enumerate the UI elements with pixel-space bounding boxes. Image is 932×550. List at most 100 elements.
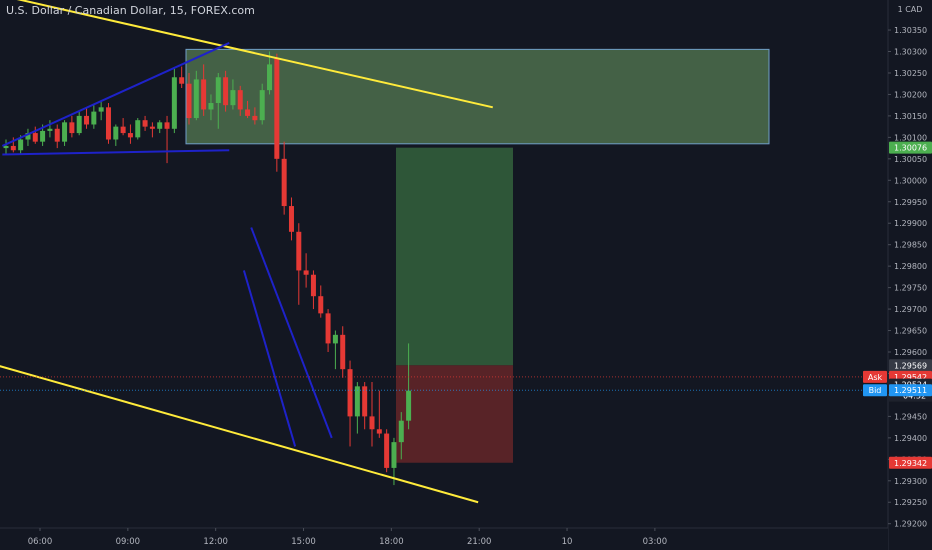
time-axis-bg	[0, 528, 888, 550]
candle-body	[164, 122, 170, 129]
candle-up	[215, 72, 221, 129]
stop-zone	[396, 365, 513, 463]
candle-body	[245, 109, 251, 116]
candle-body	[91, 111, 97, 125]
candle-body	[113, 126, 119, 140]
time-axis[interactable]: 06:00 09:00 12:00 15:00 18:00 21:00 10 03:00	[0, 527, 888, 550]
currency-label: 1 CAD	[898, 5, 923, 14]
yellow-trendline	[16, 0, 494, 109]
candle-down	[149, 122, 155, 138]
price-tick-label: 1.30250	[894, 69, 927, 78]
candle-body	[54, 128, 60, 142]
candle-down	[164, 115, 170, 164]
candle-body	[62, 122, 68, 142]
candle-up	[135, 118, 141, 140]
candle-body	[230, 90, 236, 106]
candle-up	[230, 79, 236, 110]
candle-down	[223, 70, 229, 112]
channel-line	[242, 270, 297, 447]
candle-body	[296, 231, 302, 271]
candle-up	[91, 105, 97, 129]
time-tick-label: 21:00	[467, 537, 492, 547]
candle-body	[142, 120, 148, 127]
candle-down	[105, 103, 111, 144]
candle-body	[259, 90, 265, 121]
price-tag-box	[889, 141, 932, 154]
price-tick-label: 1.29850	[894, 241, 927, 250]
time-tick-label: 10	[562, 537, 573, 547]
candle-body	[332, 334, 338, 344]
candle-up	[25, 128, 31, 146]
candle-up	[62, 120, 68, 146]
price-tag-label: Ask	[868, 373, 883, 382]
price-tag-value: 1.29342	[894, 459, 927, 468]
candle-down	[245, 100, 251, 119]
price-tick-label: 1.29450	[894, 412, 927, 421]
candle-down	[369, 382, 375, 447]
candle-up	[208, 94, 214, 121]
candle-body	[120, 126, 126, 134]
candle-body	[84, 115, 90, 125]
candle-body	[274, 57, 280, 159]
candle-body	[69, 122, 75, 134]
candle-body	[376, 429, 382, 434]
candle-down	[179, 66, 185, 88]
candle-down	[252, 107, 258, 125]
candle-body	[406, 390, 412, 421]
zones-layer	[185, 48, 770, 463]
target-zone	[396, 147, 513, 366]
candle-body	[223, 77, 229, 106]
price-tick-label: 1.29900	[894, 219, 927, 228]
candle-up	[47, 120, 53, 138]
price-tag: 1.29342	[889, 456, 932, 469]
candle-down	[281, 141, 287, 215]
candle-down	[32, 126, 38, 144]
channel-line	[1, 42, 230, 147]
candle-body	[135, 120, 141, 138]
price-tick-label: 1.30100	[894, 133, 927, 142]
candle-up	[113, 124, 119, 146]
candle-body	[25, 133, 31, 140]
candle-body	[47, 128, 53, 131]
candle-body	[10, 145, 16, 151]
channel-line	[2, 149, 230, 156]
price-tag-box	[889, 359, 932, 372]
time-tick-label: 12:00	[203, 537, 228, 547]
price-tags: 1.300761.295691.29542Ask1.2952404:321.29…	[863, 141, 932, 469]
candle-down	[362, 382, 368, 430]
price-tick-label: 1.29650	[894, 327, 927, 336]
candle-up	[171, 68, 177, 134]
candle-down	[84, 107, 90, 129]
price-tag-value: 1.29511	[894, 386, 927, 395]
candle-body	[186, 83, 192, 119]
candle-body	[32, 133, 38, 142]
candle-down	[186, 72, 192, 125]
candle-down	[274, 53, 280, 172]
candle-down	[376, 390, 382, 438]
candle-up	[332, 330, 338, 370]
candle-body	[340, 334, 346, 370]
price-tick-label: 1.29600	[894, 348, 927, 357]
price-reference-lines	[0, 376, 888, 391]
candle-down	[288, 197, 294, 241]
candle-body	[303, 270, 309, 275]
candle-body	[310, 274, 316, 297]
candle-up	[157, 120, 163, 134]
price-tick-label: 1.30150	[894, 112, 927, 121]
candle-down	[384, 429, 390, 473]
price-tag-label-box	[863, 370, 887, 383]
candle-body	[149, 126, 155, 129]
candle-down	[237, 85, 243, 116]
candle-body	[281, 158, 287, 207]
trendlines-layer	[0, 0, 494, 504]
symbol-title: U.S. Dollar / Canadian Dollar, 15, FOREX…	[6, 4, 255, 17]
candle-down	[201, 64, 207, 116]
price-tick-label: 1.29200	[894, 520, 927, 529]
time-tick-label: 03:00	[643, 537, 668, 547]
candle-body	[127, 133, 133, 138]
candle-up	[267, 51, 273, 95]
candle-down	[120, 118, 126, 136]
yellow-trendline	[0, 365, 479, 504]
price-tick-label: 1.30300	[894, 48, 927, 57]
